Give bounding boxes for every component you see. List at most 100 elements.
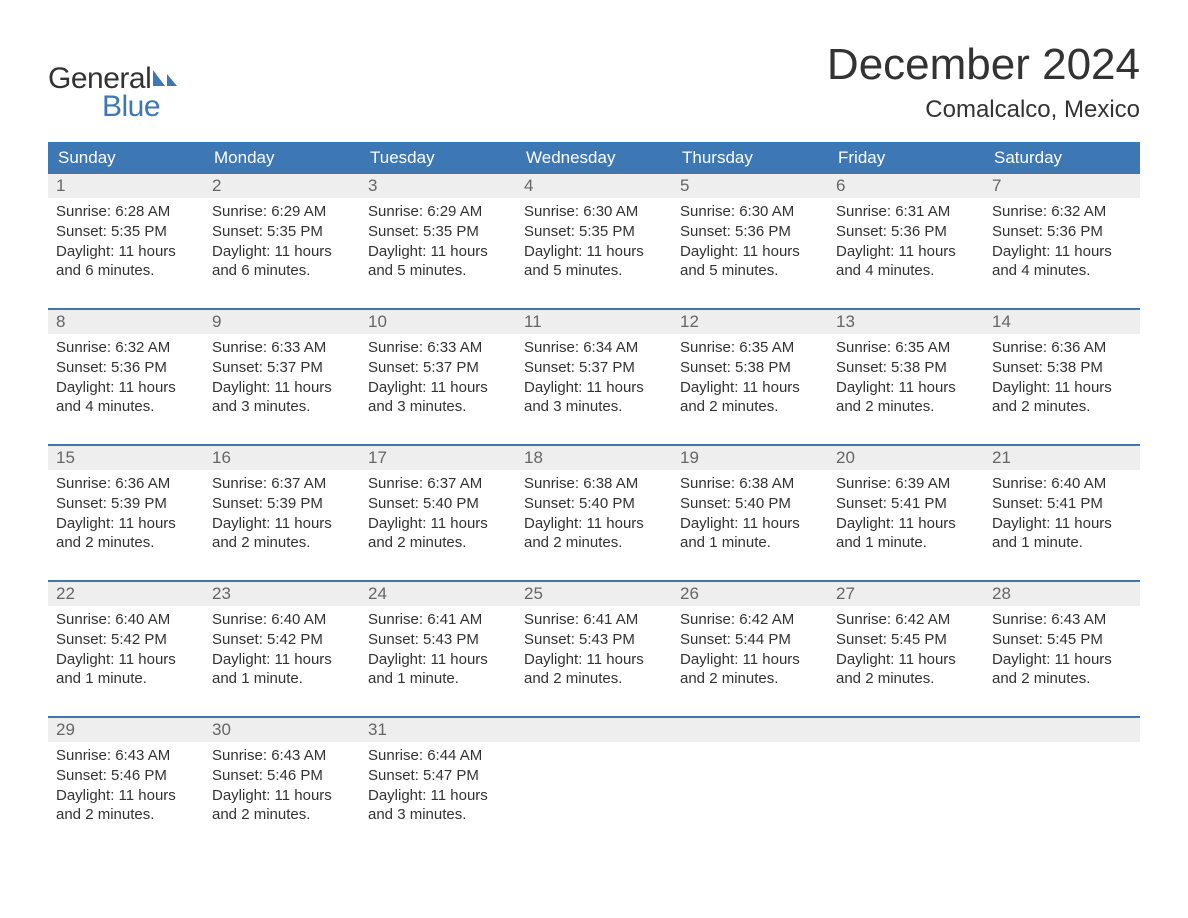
daylight-line1: Daylight: 11 hours (524, 378, 664, 398)
calendar-week-number-row: 1234567 (48, 174, 1140, 198)
sunset-text: Sunset: 5:42 PM (212, 630, 352, 650)
calendar-day-cell: Sunrise: 6:32 AMSunset: 5:36 PMDaylight:… (48, 334, 204, 426)
calendar-day-header: Wednesday (516, 142, 672, 174)
calendar-day-header: Monday (204, 142, 360, 174)
sunset-text: Sunset: 5:43 PM (368, 630, 508, 650)
daylight-line2: and 2 minutes. (836, 397, 976, 417)
daylight-line2: and 4 minutes. (992, 261, 1132, 281)
daylight-line1: Daylight: 11 hours (524, 242, 664, 262)
sunset-text: Sunset: 5:36 PM (836, 222, 976, 242)
daylight-line1: Daylight: 11 hours (56, 242, 196, 262)
daylight-line1: Daylight: 11 hours (836, 378, 976, 398)
daylight-line2: and 3 minutes. (368, 805, 508, 825)
calendar-day-cell: Sunrise: 6:32 AMSunset: 5:36 PMDaylight:… (984, 198, 1140, 290)
calendar-day-number: 30 (204, 718, 360, 742)
daylight-line1: Daylight: 11 hours (992, 514, 1132, 534)
calendar-day-number: 14 (984, 310, 1140, 334)
calendar-day-number: 12 (672, 310, 828, 334)
daylight-line1: Daylight: 11 hours (992, 378, 1132, 398)
daylight-line1: Daylight: 11 hours (368, 514, 508, 534)
daylight-line2: and 5 minutes. (524, 261, 664, 281)
daylight-line2: and 1 minute. (212, 669, 352, 689)
sunrise-text: Sunrise: 6:36 AM (56, 474, 196, 494)
calendar-day-number (672, 718, 828, 742)
calendar-day-number (828, 718, 984, 742)
calendar-day-cell (828, 742, 984, 834)
daylight-line1: Daylight: 11 hours (992, 650, 1132, 670)
daylight-line2: and 2 minutes. (680, 397, 820, 417)
sunrise-text: Sunrise: 6:44 AM (368, 746, 508, 766)
daylight-line1: Daylight: 11 hours (56, 650, 196, 670)
daylight-line1: Daylight: 11 hours (368, 378, 508, 398)
daylight-line2: and 2 minutes. (992, 669, 1132, 689)
calendar-day-number: 9 (204, 310, 360, 334)
sunset-text: Sunset: 5:36 PM (680, 222, 820, 242)
calendar-day-cell: Sunrise: 6:34 AMSunset: 5:37 PMDaylight:… (516, 334, 672, 426)
sunrise-text: Sunrise: 6:37 AM (368, 474, 508, 494)
daylight-line1: Daylight: 11 hours (56, 786, 196, 806)
sunrise-text: Sunrise: 6:37 AM (212, 474, 352, 494)
daylight-line1: Daylight: 11 hours (212, 514, 352, 534)
calendar-day-header-row: SundayMondayTuesdayWednesdayThursdayFrid… (48, 142, 1140, 174)
calendar-day-cell: Sunrise: 6:38 AMSunset: 5:40 PMDaylight:… (672, 470, 828, 562)
calendar-day-number: 20 (828, 446, 984, 470)
page-title: December 2024 (827, 40, 1140, 90)
sunset-text: Sunset: 5:45 PM (836, 630, 976, 650)
calendar-day-cell: Sunrise: 6:43 AMSunset: 5:46 PMDaylight:… (204, 742, 360, 834)
calendar-day-number (516, 718, 672, 742)
calendar-day-cell: Sunrise: 6:35 AMSunset: 5:38 PMDaylight:… (672, 334, 828, 426)
daylight-line2: and 2 minutes. (836, 669, 976, 689)
calendar-day-number: 18 (516, 446, 672, 470)
sunset-text: Sunset: 5:44 PM (680, 630, 820, 650)
daylight-line2: and 6 minutes. (212, 261, 352, 281)
sunset-text: Sunset: 5:43 PM (524, 630, 664, 650)
daylight-line1: Daylight: 11 hours (212, 650, 352, 670)
sunrise-text: Sunrise: 6:36 AM (992, 338, 1132, 358)
daylight-line2: and 5 minutes. (368, 261, 508, 281)
daylight-line2: and 3 minutes. (212, 397, 352, 417)
calendar-weeks: 1234567Sunrise: 6:28 AMSunset: 5:35 PMDa… (48, 174, 1140, 834)
calendar-week-content-row: Sunrise: 6:28 AMSunset: 5:35 PMDaylight:… (48, 198, 1140, 290)
daylight-line1: Daylight: 11 hours (680, 242, 820, 262)
calendar-day-number: 15 (48, 446, 204, 470)
calendar-day-number: 31 (360, 718, 516, 742)
sunset-text: Sunset: 5:41 PM (836, 494, 976, 514)
calendar-week-content-row: Sunrise: 6:43 AMSunset: 5:46 PMDaylight:… (48, 742, 1140, 834)
calendar-day-cell: Sunrise: 6:35 AMSunset: 5:38 PMDaylight:… (828, 334, 984, 426)
calendar-day-header: Tuesday (360, 142, 516, 174)
daylight-line1: Daylight: 11 hours (212, 378, 352, 398)
sunrise-text: Sunrise: 6:41 AM (368, 610, 508, 630)
daylight-line2: and 2 minutes. (56, 805, 196, 825)
calendar-day-cell: Sunrise: 6:36 AMSunset: 5:38 PMDaylight:… (984, 334, 1140, 426)
calendar-day-number: 29 (48, 718, 204, 742)
calendar-day-cell: Sunrise: 6:39 AMSunset: 5:41 PMDaylight:… (828, 470, 984, 562)
sunrise-text: Sunrise: 6:33 AM (368, 338, 508, 358)
daylight-line2: and 2 minutes. (212, 533, 352, 553)
daylight-line2: and 3 minutes. (368, 397, 508, 417)
calendar-week-content-row: Sunrise: 6:36 AMSunset: 5:39 PMDaylight:… (48, 470, 1140, 562)
sunset-text: Sunset: 5:38 PM (836, 358, 976, 378)
sunset-text: Sunset: 5:42 PM (56, 630, 196, 650)
calendar-day-number: 22 (48, 582, 204, 606)
daylight-line1: Daylight: 11 hours (680, 650, 820, 670)
daylight-line2: and 1 minute. (836, 533, 976, 553)
calendar-week-content-row: Sunrise: 6:40 AMSunset: 5:42 PMDaylight:… (48, 606, 1140, 698)
calendar-day-number: 5 (672, 174, 828, 198)
daylight-line1: Daylight: 11 hours (524, 650, 664, 670)
daylight-line1: Daylight: 11 hours (836, 514, 976, 534)
daylight-line1: Daylight: 11 hours (368, 786, 508, 806)
sunrise-text: Sunrise: 6:38 AM (680, 474, 820, 494)
calendar-day-number: 16 (204, 446, 360, 470)
sunset-text: Sunset: 5:40 PM (368, 494, 508, 514)
calendar-day-header: Friday (828, 142, 984, 174)
sunrise-text: Sunrise: 6:38 AM (524, 474, 664, 494)
calendar-week-content-row: Sunrise: 6:32 AMSunset: 5:36 PMDaylight:… (48, 334, 1140, 426)
sunrise-text: Sunrise: 6:29 AM (368, 202, 508, 222)
sunset-text: Sunset: 5:40 PM (524, 494, 664, 514)
sunset-text: Sunset: 5:38 PM (992, 358, 1132, 378)
daylight-line2: and 3 minutes. (524, 397, 664, 417)
calendar-day-cell: Sunrise: 6:40 AMSunset: 5:41 PMDaylight:… (984, 470, 1140, 562)
calendar-day-header: Thursday (672, 142, 828, 174)
calendar-day-cell: Sunrise: 6:30 AMSunset: 5:35 PMDaylight:… (516, 198, 672, 290)
calendar-week-number-row: 891011121314 (48, 308, 1140, 334)
